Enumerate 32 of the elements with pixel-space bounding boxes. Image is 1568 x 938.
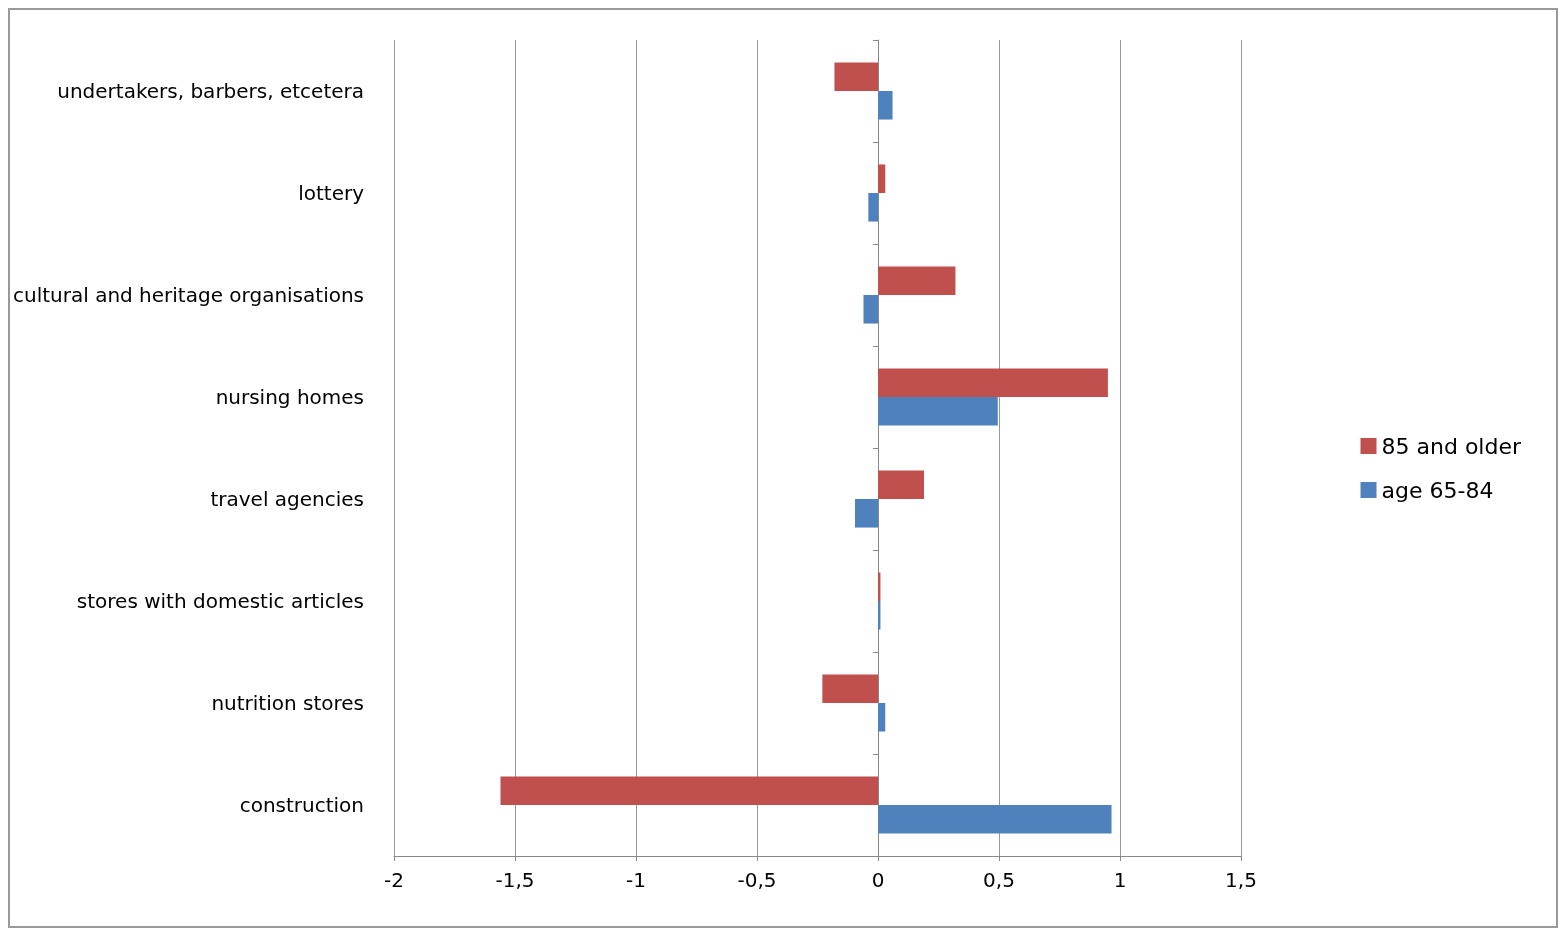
- x-tick-label: -0,5: [737, 868, 777, 892]
- y-tick-label: nutrition stores: [211, 691, 365, 715]
- x-tick-label: -1,5: [495, 868, 535, 892]
- y-tick-label: construction: [239, 793, 365, 817]
- y-tick-label: stores with domestic articles: [76, 589, 365, 613]
- legend-label: 85 and older: [1381, 433, 1522, 459]
- x-tick-label: 0: [871, 868, 885, 892]
- bar: [834, 62, 879, 91]
- y-tick-label: undertakers, barbers, etcetera: [57, 79, 365, 103]
- x-tick-label: 1: [1113, 868, 1127, 892]
- bar: [878, 91, 893, 120]
- bar: [863, 295, 879, 324]
- bar: [500, 776, 879, 805]
- bar: [878, 397, 998, 426]
- y-tick-label: nursing homes: [215, 385, 365, 409]
- x-tick-label: -1: [626, 868, 646, 892]
- x-tick-label: -2: [384, 868, 405, 892]
- bar: [878, 703, 886, 732]
- bar: [878, 164, 886, 193]
- bar: [878, 266, 956, 295]
- bar: [878, 805, 1112, 834]
- bar: [855, 499, 879, 528]
- bar: [822, 674, 879, 703]
- bar: [878, 470, 924, 499]
- x-tick-label: 1,5: [1225, 868, 1257, 892]
- y-tick-label: lottery: [298, 181, 365, 205]
- bar: [868, 193, 879, 222]
- x-tick-label: 0,5: [983, 868, 1015, 892]
- bar: [878, 368, 1108, 397]
- legend-label: age 65-84: [1381, 477, 1494, 503]
- y-tick-label: travel agencies: [210, 487, 365, 511]
- y-tick-label: cultural and heritage organisations: [12, 283, 365, 307]
